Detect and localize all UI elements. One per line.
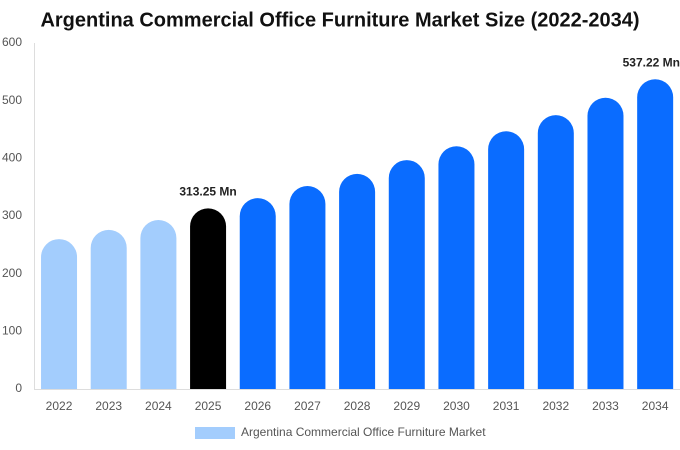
value-label: 537.22 Mn xyxy=(623,55,680,69)
y-tick-label: 300 xyxy=(2,208,22,222)
x-tick-label: 2024 xyxy=(145,399,172,413)
bar xyxy=(537,115,574,390)
bar xyxy=(289,186,326,389)
y-tick-label: 100 xyxy=(2,324,22,338)
y-tick-label: 500 xyxy=(2,93,22,107)
x-tick-label: 2030 xyxy=(443,399,470,413)
x-tick-label: 2027 xyxy=(294,399,321,413)
x-tick-label: 2022 xyxy=(46,399,73,413)
bar xyxy=(587,97,624,390)
y-tick-label: 600 xyxy=(2,35,22,49)
x-tick-label: 2033 xyxy=(592,399,619,413)
bar xyxy=(438,146,475,389)
x-tick-label: 2034 xyxy=(642,399,669,413)
x-tick-label: 2028 xyxy=(344,399,371,413)
bar xyxy=(339,173,376,389)
bar xyxy=(239,198,276,389)
x-tick-label: 2031 xyxy=(493,399,520,413)
bar xyxy=(190,208,227,389)
bar xyxy=(388,160,425,389)
chart-title: Argentina Commercial Office Furniture Ma… xyxy=(40,9,639,31)
value-label: 313.25 Mn xyxy=(179,185,236,199)
bar xyxy=(140,220,177,389)
y-tick-label: 0 xyxy=(15,381,22,395)
bar xyxy=(488,131,525,389)
bar xyxy=(90,229,127,389)
x-tick-label: 2025 xyxy=(195,399,222,413)
x-tick-label: 2026 xyxy=(244,399,271,413)
y-tick-label: 200 xyxy=(2,266,22,280)
bar xyxy=(41,239,78,389)
x-tick-label: 2032 xyxy=(542,399,569,413)
x-tick-label: 2029 xyxy=(393,399,420,413)
legend-swatch xyxy=(195,427,235,439)
bar xyxy=(637,79,674,390)
y-tick-label: 400 xyxy=(2,151,22,165)
legend-label: Argentina Commercial Office Furniture Ma… xyxy=(241,425,486,439)
x-tick-label: 2023 xyxy=(95,399,122,413)
